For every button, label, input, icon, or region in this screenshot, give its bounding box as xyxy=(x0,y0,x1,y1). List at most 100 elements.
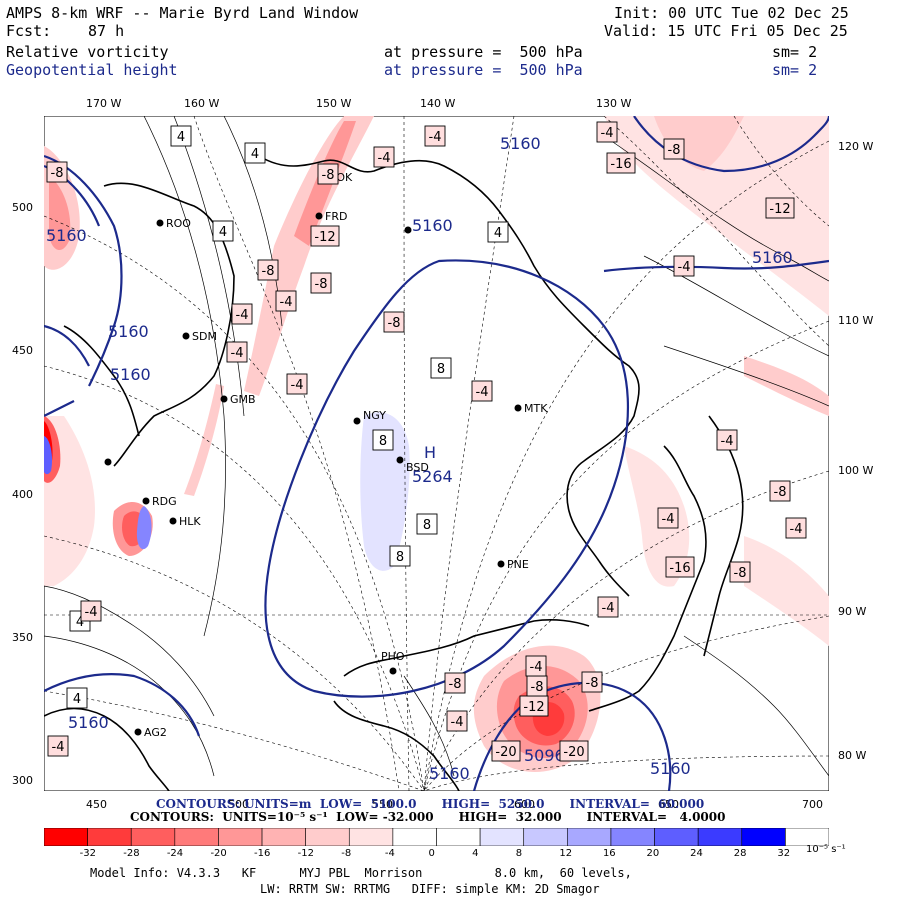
field2-smoothing: sm= 2 xyxy=(772,61,818,79)
vorticity-label-box xyxy=(491,740,521,762)
valid-time: Valid: 15 UTC Fri 05 Dec 25 xyxy=(604,22,848,40)
station-dot xyxy=(396,456,404,464)
height-contour-label: 5160 xyxy=(412,216,453,235)
height-contour-label: 5160 xyxy=(110,365,151,384)
vorticity-label-box xyxy=(785,517,807,539)
vorticity-label-value: -4 xyxy=(790,522,803,537)
station-dot xyxy=(404,226,412,234)
colorbar-tick-label: 16 xyxy=(602,848,616,859)
left-tick-label: 400 xyxy=(12,488,33,501)
station-dot xyxy=(220,395,228,403)
vorticity-label-value: -20 xyxy=(563,745,584,760)
colorbar-tick-label: -32 xyxy=(79,848,96,859)
colorbar-tick-label: -16 xyxy=(254,848,271,859)
vorticity-contours xyxy=(44,116,829,777)
vorticity-label-value: -4 xyxy=(378,151,391,166)
vorticity-label-box xyxy=(47,735,69,757)
colorbar-swatch xyxy=(741,828,786,846)
vorticity-label-box xyxy=(581,671,603,693)
vorticity-label-box xyxy=(310,225,340,247)
vorticity-label-box xyxy=(244,142,266,164)
colorbar-swatch xyxy=(392,828,437,846)
vorticity-label-box xyxy=(275,290,297,312)
colorbar-tick-label: 24 xyxy=(690,848,703,859)
vorticity-label-box xyxy=(769,480,791,502)
height-contour-label: 5160 xyxy=(500,134,541,153)
vorticity-label-box xyxy=(729,561,751,583)
vorticity-label-box xyxy=(66,687,88,709)
vorticity-label-value: -4 xyxy=(530,660,543,675)
vorticity-label-value: 4 xyxy=(73,692,81,707)
station-dot xyxy=(156,219,164,227)
vorticity-label-value: -4 xyxy=(429,130,442,145)
station-dot xyxy=(134,728,142,736)
bottom-tick-label: 450 xyxy=(86,798,107,811)
vorticity-label-box xyxy=(257,259,279,281)
colorbar-swatch xyxy=(567,828,612,846)
station-label: RDG xyxy=(152,495,177,508)
vorticity-label-box xyxy=(716,429,738,451)
colorbar-tick-label: 20 xyxy=(646,848,660,859)
vorticity-contour-info: CONTOURS: UNITS=10⁻⁵ s⁻¹ LOW= -32.000 HI… xyxy=(130,810,726,824)
vorticity-label-box xyxy=(310,272,332,294)
vorticity-label-box xyxy=(430,357,452,379)
colorbar-tick-label: -4 xyxy=(384,848,395,859)
station-label: NGY xyxy=(363,409,386,422)
station-dot xyxy=(315,212,323,220)
vorticity-label-value: -12 xyxy=(523,700,544,715)
bottom-tick-label: 600 xyxy=(514,798,535,811)
vorticity-label-value: -8 xyxy=(315,277,328,292)
right-tick-label: 100 W xyxy=(838,464,874,477)
vorticity-label-value: -4 xyxy=(52,740,65,755)
vorticity-label-box xyxy=(665,556,695,578)
vorticity-label-value: -8 xyxy=(322,168,335,183)
vorticity-label-box xyxy=(673,255,695,277)
vorticity-label-box xyxy=(389,545,411,567)
colorbar-tick-label: 4 xyxy=(472,848,479,859)
colorbar-swatch xyxy=(174,828,219,846)
vorticity-label-box xyxy=(446,710,468,732)
bottom-tick-label: 700 xyxy=(802,798,823,811)
vorticity-label-value: -8 xyxy=(262,264,275,279)
colorbar-swatch xyxy=(436,828,481,846)
colorbar-swatch xyxy=(654,828,699,846)
vorticity-label-box xyxy=(372,429,394,451)
vorticity-label-box xyxy=(596,121,618,143)
top-tick-label: 140 W xyxy=(420,97,456,110)
colorbar-tick-label: -8 xyxy=(341,848,352,859)
vorticity-label-box xyxy=(286,373,308,395)
colorbar-swatch xyxy=(523,828,568,846)
top-tick-label: 150 W xyxy=(316,97,352,110)
vorticity-label-box xyxy=(525,655,547,677)
left-tick-label: 300 xyxy=(12,774,33,787)
vorticity-label-box xyxy=(317,163,339,185)
height-contour-info: CONTOURS: UNITS=m LOW= 5100.0 HIGH= 5250… xyxy=(156,797,705,811)
bottom-tick-label: 500 xyxy=(228,798,249,811)
vorticity-label-box xyxy=(416,513,438,535)
bottom-tick-label: 550 xyxy=(372,798,393,811)
vorticity-label-box xyxy=(559,740,589,762)
vorticity-label-box xyxy=(170,125,192,147)
vorticity-label-value: -4 xyxy=(602,601,615,616)
vorticity-label-box xyxy=(663,138,685,160)
station-label: HLK xyxy=(179,515,201,528)
height-contour-label: 5160 xyxy=(108,322,149,341)
vorticity-label-value: 8 xyxy=(396,550,404,565)
bottom-tick-label: 650 xyxy=(658,798,679,811)
colorbar-tick-label: 12 xyxy=(559,848,573,859)
init-time: Init: 00 UTC Tue 02 Dec 25 xyxy=(614,4,849,22)
map-frame xyxy=(44,116,829,791)
vorticity-label-value: -8 xyxy=(449,677,462,692)
right-tick-label: 80 W xyxy=(838,749,867,762)
station-label: PHO xyxy=(381,650,405,663)
colorbar-tick-label: 32 xyxy=(777,848,791,859)
vorticity-label-box xyxy=(212,220,234,242)
vorticity-label-box xyxy=(657,507,679,529)
vorticity-label-value: 8 xyxy=(437,362,445,377)
top-tick-label: 170 W xyxy=(86,97,122,110)
colorbar-swatch xyxy=(130,828,176,846)
vorticity-label-box xyxy=(383,311,405,333)
vorticity-label-box xyxy=(231,303,253,325)
forecast-hour: 87 h xyxy=(88,22,125,40)
vorticity-label-value: -4 xyxy=(476,385,489,400)
